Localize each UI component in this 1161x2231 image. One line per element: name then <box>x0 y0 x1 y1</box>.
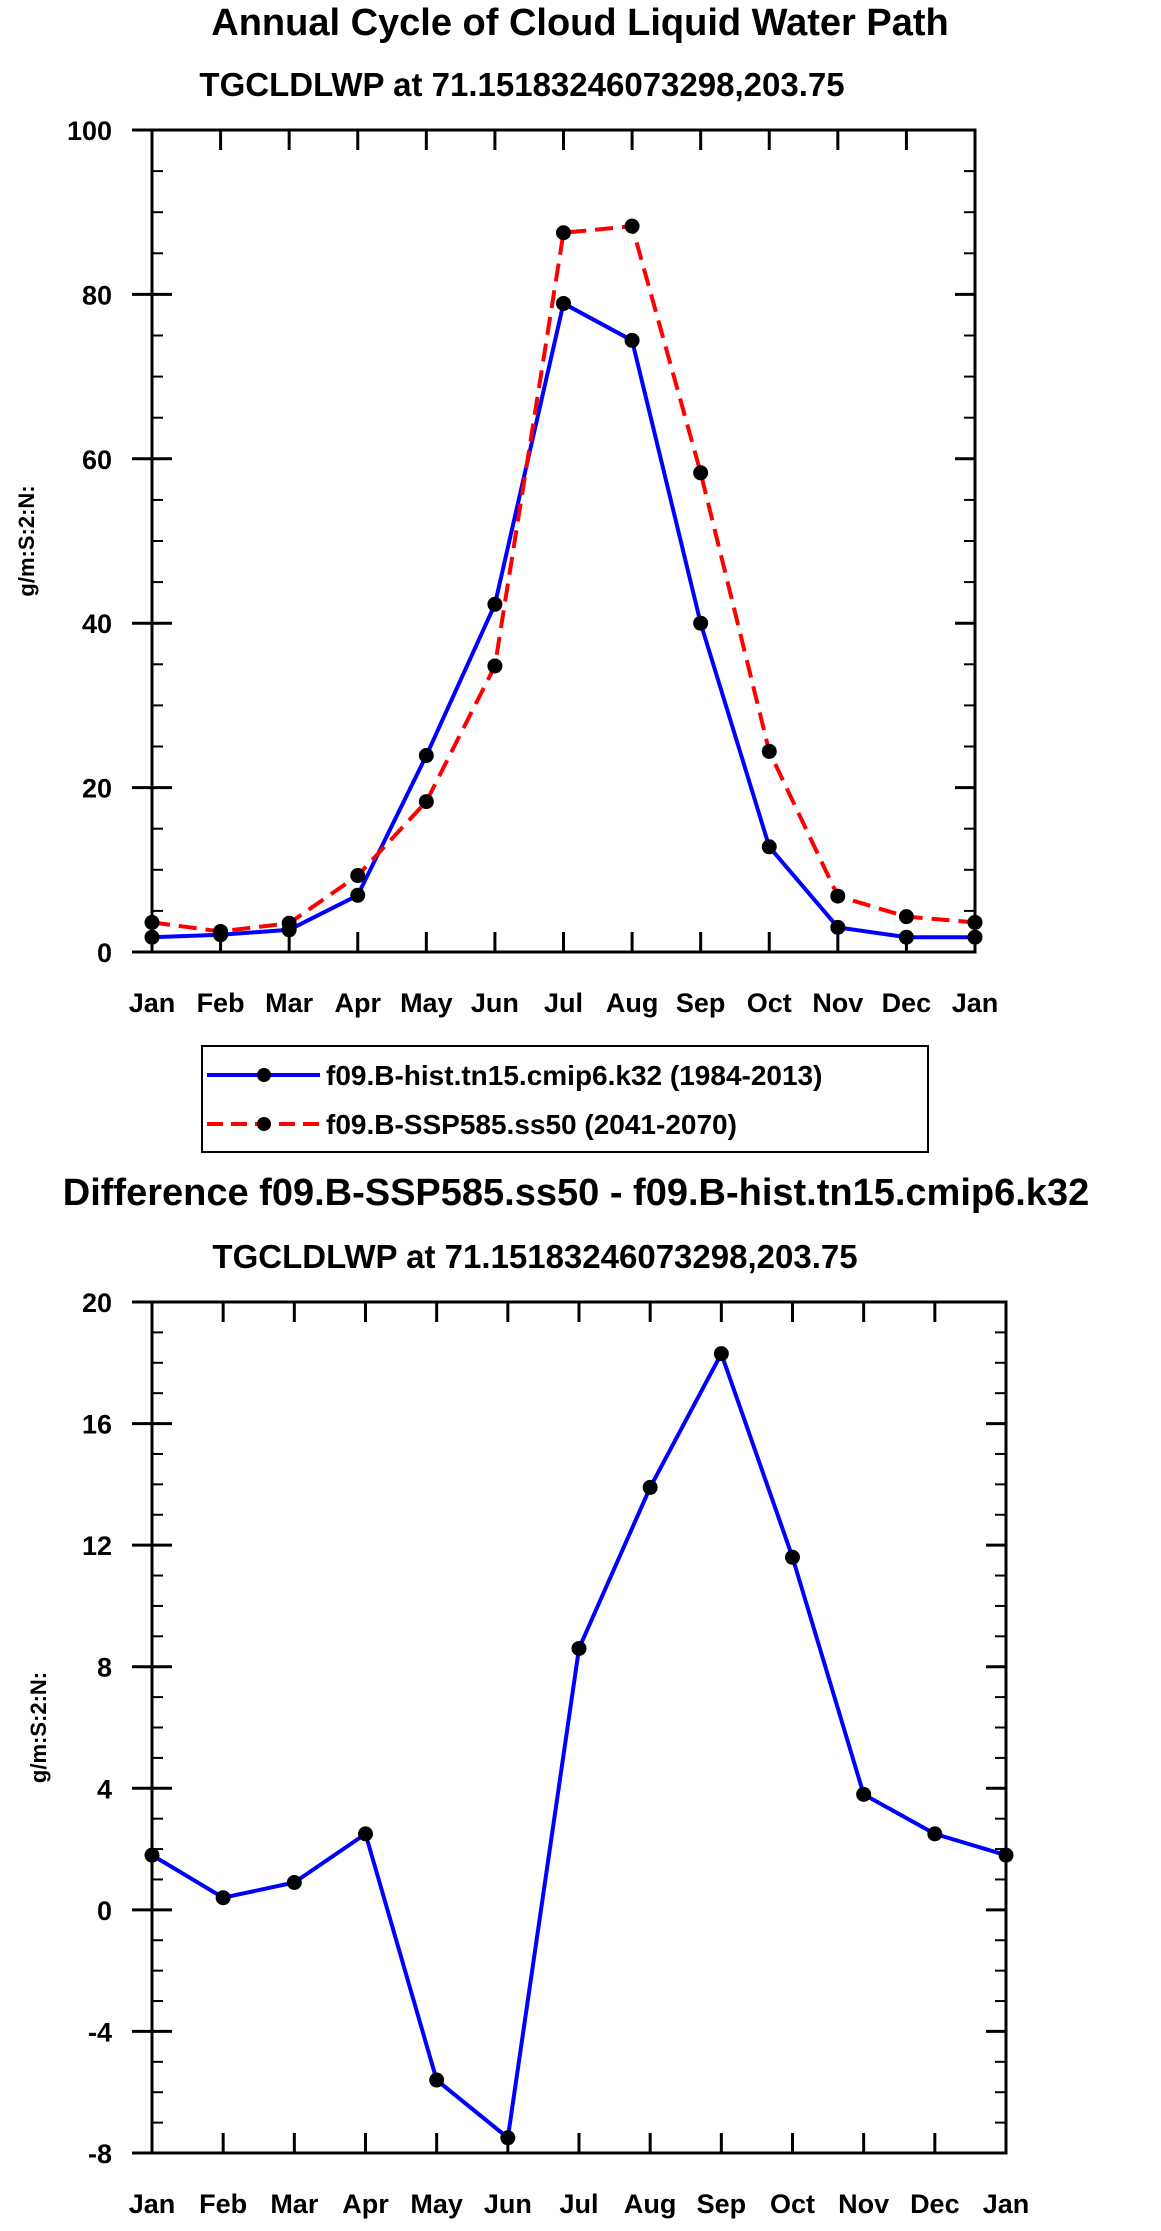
chart1-series-1-point <box>898 909 914 925</box>
chart2-series-0-point <box>286 1875 302 1891</box>
chart1-series-0-line <box>151 301 975 940</box>
chart1-series-0-point <box>487 596 503 612</box>
chart1-series-1-point <box>144 914 160 930</box>
chart2-series-0-point <box>927 1826 943 1842</box>
chart2-ytick-label: 20 <box>82 1288 112 1318</box>
chart1-series-1-point <box>967 914 983 930</box>
chart1-xtick-label: Oct <box>747 988 792 1018</box>
chart1-series-0-point <box>761 839 777 855</box>
chart1-ytick-label: 20 <box>82 774 112 804</box>
chart2-xtick-label: Oct <box>770 2189 815 2219</box>
chart2-ytick-label: 4 <box>97 1774 112 1804</box>
chart1-ylabel: g/m:S:2:N: <box>14 485 39 596</box>
chart1-xtick-label: Feb <box>197 988 245 1018</box>
chart2-xtick-label: Jan <box>983 2189 1030 2219</box>
chart2-ytick-label: 12 <box>82 1531 112 1561</box>
chart2-xtick-label: May <box>410 2189 463 2219</box>
chart1-xtick-label: Jun <box>471 988 519 1018</box>
chart1-xtick-label: Jan <box>129 988 176 1018</box>
chart1-series-1-point <box>556 225 571 241</box>
chart2-series-0-point <box>215 1890 231 1906</box>
chart1-series-1-point <box>624 218 640 234</box>
chart2-series-0-point <box>785 1549 800 1565</box>
chart1-xtick-label: Jul <box>544 988 583 1018</box>
chart1-series-1-point <box>213 923 229 939</box>
chart2-xtick-label: Apr <box>342 2189 389 2219</box>
chart2-series-0-point <box>713 1346 729 1362</box>
chart2-ytick-label: -4 <box>88 2017 112 2047</box>
chart1-series-1-point <box>418 794 434 810</box>
chart2-xtick-label: Sep <box>697 2189 747 2219</box>
chart1-xtick-label: Jan <box>952 988 999 1018</box>
chart2-ytick-label: 16 <box>82 1410 112 1440</box>
chart2-series-0-point <box>358 1826 373 1842</box>
chart1-ytick-label: 0 <box>97 938 112 968</box>
chart1-series-0-point <box>418 748 434 764</box>
chart1-series-1-point <box>281 915 297 931</box>
legend-label-hist: f09.B-hist.tn15.cmip6.k32 (1984-2013) <box>326 1060 822 1091</box>
chart1-xtick-label: May <box>400 988 453 1018</box>
chart2-series-0-point <box>429 2072 445 2088</box>
chart2-series-0-point <box>856 1786 872 1802</box>
chart1-ytick-label: 80 <box>82 280 112 310</box>
chart2-xtick-label: Feb <box>199 2189 247 2219</box>
chart1-ytick-label: 60 <box>82 445 112 475</box>
chart1-xtick-label: Mar <box>265 988 314 1018</box>
chart1-series-0-point <box>898 929 914 945</box>
chart2-series-0-line <box>150 1351 1007 2140</box>
chart1-title: Annual Cycle of Cloud Liquid Water Path <box>211 2 949 44</box>
legend-marker-ssp <box>257 1117 271 1131</box>
chart1-series-0-point <box>830 919 846 935</box>
chart2-series-0-point <box>642 1479 658 1495</box>
chart1-plot-area: 0 20 40 60 80 100 Jan Feb Mar Apr May Jun Jul Aug Sep O… <box>14 116 998 1018</box>
chart1-series-1-line <box>151 224 976 934</box>
chart1-ytick-label: 40 <box>82 609 112 639</box>
legend-box <box>201 1045 929 1153</box>
chart2-ytick-label: 8 <box>97 1653 112 1683</box>
chart1-series-0-point <box>350 887 366 903</box>
legend-label-ssp: f09.B-SSP585.ss50 (2041-2070) <box>326 1109 737 1140</box>
chart2-xtick-label: Aug <box>624 2189 676 2219</box>
chart2-ytick-label: -8 <box>88 2139 112 2169</box>
chart1-series-1-point <box>350 868 366 884</box>
chart1-series-0-point <box>693 615 709 631</box>
chart2-ylabel: g/m:S:2:N: <box>26 1672 51 1783</box>
chart2-title: Difference f09.B-SSP585.ss50 - f09.B-his… <box>63 1172 1089 1214</box>
chart1-xtick-label: Nov <box>812 988 863 1018</box>
chart1-series-1-point <box>693 465 709 481</box>
chart1-frame <box>150 128 977 954</box>
chart2-series-0-point <box>571 1640 587 1656</box>
chart1-xtick-label: Apr <box>335 988 382 1018</box>
chart1-subtitle: TGCLDLWP at 71.15183246073298,203.75 <box>199 66 844 103</box>
chart2-series-0-point <box>998 1847 1014 1863</box>
chart2-xtick-label: Dec <box>910 2189 960 2219</box>
chart2-xtick-label: Jul <box>559 2189 598 2219</box>
legend-marker-hist <box>257 1068 271 1082</box>
chart2-plot-area: -8 -4 0 4 8 12 16 20 Jan Feb Mar Apr May Jun Jul Aug Sep… <box>26 1288 1029 2219</box>
chart1-series-0-point <box>624 332 640 348</box>
chart1-series-0-point <box>967 929 983 945</box>
chart1-series-1-point <box>487 658 503 674</box>
chart2-xtick-label: Jun <box>484 2189 532 2219</box>
chart1-xtick-label: Sep <box>676 988 726 1018</box>
chart2-frame <box>150 1300 1008 2155</box>
chart1-series-0-point <box>144 929 160 945</box>
chart1-series-1-point <box>761 743 777 759</box>
chart2-subtitle: TGCLDLWP at 71.15183246073298,203.75 <box>212 1238 857 1275</box>
chart2-xtick-label: Jan <box>129 2189 176 2219</box>
chart1-series-0-point <box>556 295 571 311</box>
chart2-series-0-point <box>500 2130 516 2146</box>
chart1-xtick-label: Dec <box>882 988 932 1018</box>
chart1-xtick-label: Aug <box>606 988 658 1018</box>
chart1-ytick-label: 100 <box>67 116 112 146</box>
chart2-xtick-label: Nov <box>838 2189 889 2219</box>
chart1-legend: f09.B-hist.tn15.cmip6.k32 (1984-2013) f0… <box>201 1045 929 1153</box>
chart2-xtick-label: Mar <box>270 2189 319 2219</box>
chart2-series-0-point <box>144 1847 160 1863</box>
chart2-ytick-label: 0 <box>97 1896 112 1926</box>
chart1-series-1-point <box>830 888 846 904</box>
